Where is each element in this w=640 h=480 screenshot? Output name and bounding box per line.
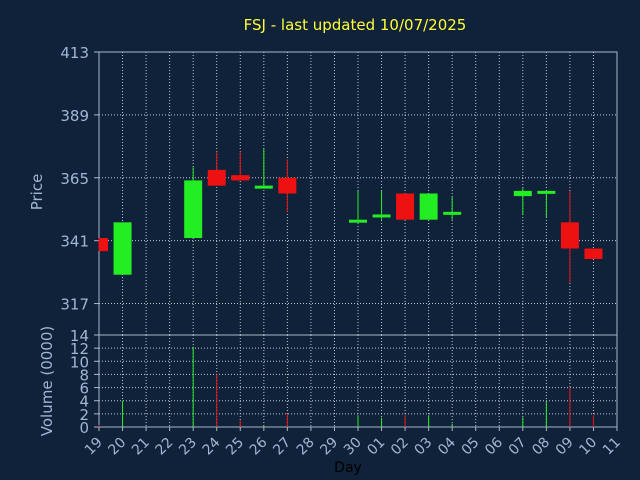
candle-body [278, 177, 297, 194]
candle-body [396, 193, 415, 220]
price-tick-label: 389 [60, 107, 89, 125]
volume-tick-label: 10 [70, 353, 89, 371]
volume-axis-label: Volume (0000) [38, 326, 56, 436]
candle-body [254, 185, 273, 189]
price-axis-label: Price [28, 174, 46, 211]
price-panel: 317 341 365 389 413 [60, 44, 618, 336]
volume-tick-label: 4 [79, 393, 89, 411]
candle-body [419, 193, 438, 220]
candle-body [560, 222, 579, 249]
volume-tick-label: 0 [79, 419, 89, 437]
candle-body [207, 169, 226, 186]
price-tick-label: 317 [60, 296, 89, 314]
volume-tick-label: 8 [79, 366, 89, 384]
chart-title: FSJ - last updated 10/07/2025 [244, 16, 467, 34]
price-tick-label: 341 [60, 233, 89, 251]
candle-body [99, 238, 108, 252]
volume-tick-label: 2 [79, 406, 89, 424]
x-axis-label: Day [334, 460, 362, 476]
volume-tick-label: 6 [79, 380, 89, 398]
volume-tick-label: 14 [70, 327, 89, 345]
candle-body [113, 222, 132, 275]
candle-body [184, 180, 203, 239]
price-tick-label: 365 [60, 170, 89, 188]
candle-body [231, 175, 250, 181]
candle-body [372, 214, 391, 218]
candle-body [443, 211, 462, 215]
candle-body [537, 190, 556, 194]
candle-body [584, 248, 603, 260]
volume-tick-label: 12 [70, 340, 89, 358]
candle-body [513, 190, 532, 197]
candle-body [349, 219, 367, 223]
price-tick-label: 413 [60, 44, 89, 62]
